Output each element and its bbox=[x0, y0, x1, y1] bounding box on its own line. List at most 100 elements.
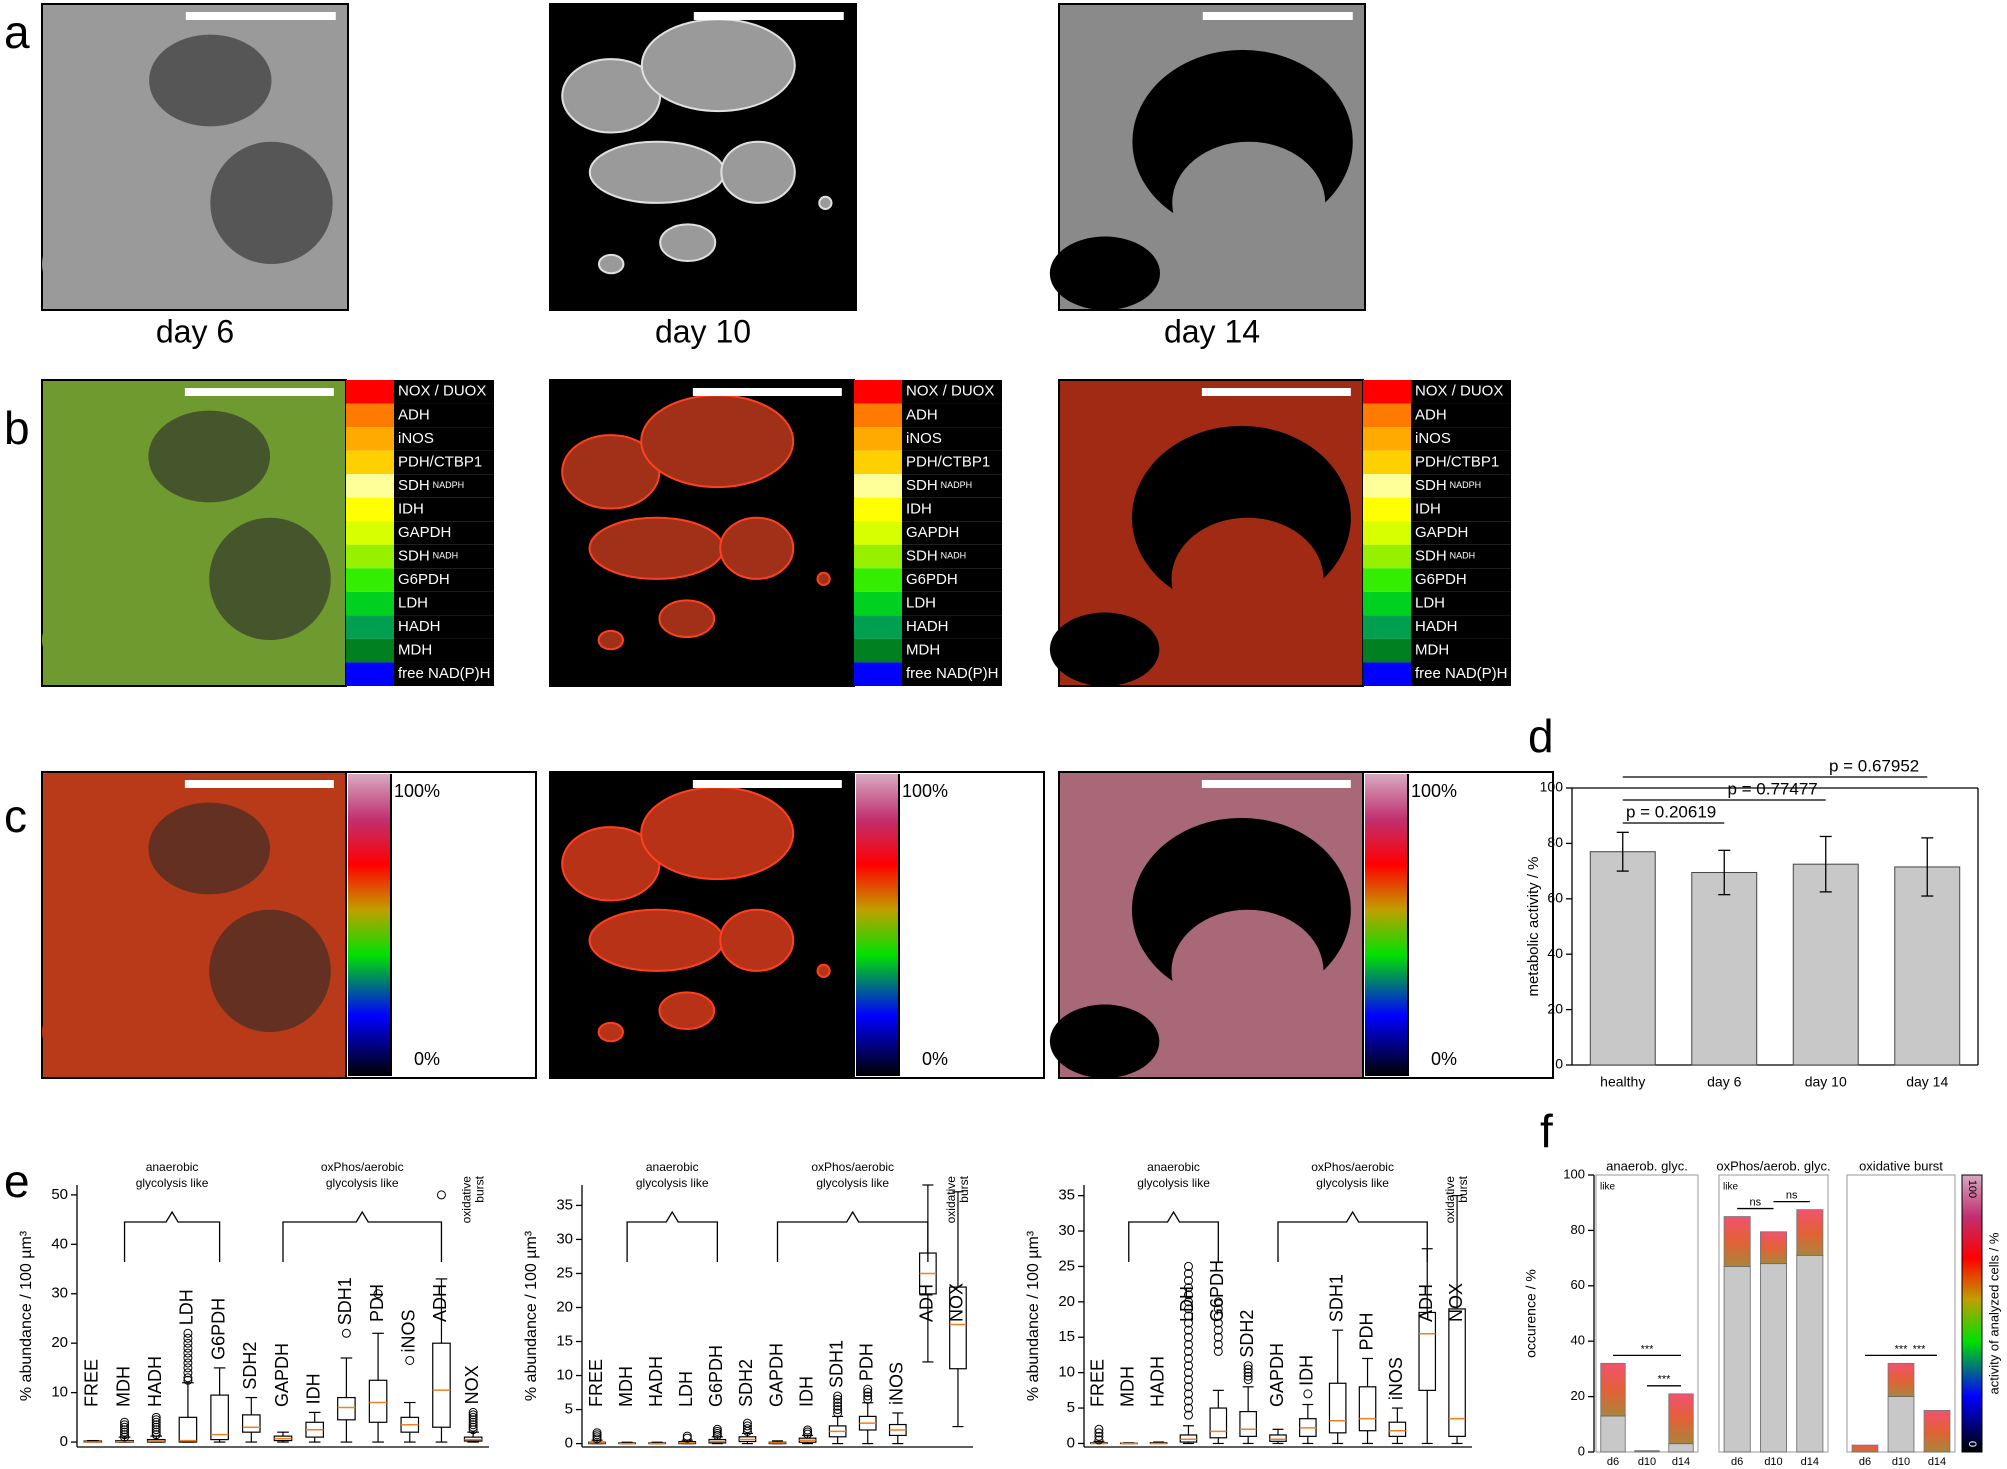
x-tick-label: d14 bbox=[1928, 1456, 1946, 1468]
group-bracket bbox=[282, 1210, 443, 1262]
y-tick-label: 20 bbox=[51, 1334, 68, 1351]
bar-segment bbox=[1760, 1263, 1787, 1453]
colorbar bbox=[1961, 1174, 1983, 1453]
outlier bbox=[863, 1394, 873, 1404]
category-label: NOX bbox=[947, 1283, 967, 1322]
outlier bbox=[1094, 1431, 1104, 1441]
legend-bg bbox=[1411, 638, 1511, 663]
legend-swatch bbox=[1363, 450, 1411, 475]
y-tick-label: 80 bbox=[1571, 1222, 1585, 1237]
outlier bbox=[712, 1424, 722, 1434]
outlier bbox=[1183, 1339, 1193, 1349]
legend-bg bbox=[394, 568, 494, 592]
tissue-region bbox=[1171, 909, 1324, 1033]
legend-label: GAPDH bbox=[1415, 524, 1468, 541]
panel-label: f bbox=[1540, 1105, 1553, 1157]
tissue-region bbox=[48, 784, 158, 883]
y-axis-label: occurence / % bbox=[1523, 1269, 1539, 1358]
outlier bbox=[803, 1427, 813, 1437]
legend-label: iNOS bbox=[398, 430, 434, 447]
x-tick-label: d10 bbox=[1892, 1456, 1910, 1468]
outlier bbox=[183, 1368, 193, 1378]
outlier bbox=[1183, 1361, 1193, 1371]
outlier bbox=[1183, 1375, 1193, 1385]
legend-label: LDH bbox=[1415, 595, 1445, 612]
tissue-region bbox=[148, 410, 270, 503]
category-label: FREE bbox=[82, 1359, 102, 1407]
tissue-region bbox=[588, 516, 725, 580]
outlier bbox=[1183, 1276, 1193, 1286]
tissue-region bbox=[42, 603, 134, 677]
legend-swatch bbox=[854, 662, 902, 686]
y-axis-label: % abundance / 100 µm³ bbox=[18, 1230, 35, 1401]
group-bracket bbox=[626, 1210, 718, 1262]
outlier bbox=[1183, 1346, 1193, 1356]
y-tick-label: 10 bbox=[556, 1367, 573, 1384]
tissue-region bbox=[42, 995, 134, 1069]
outlier bbox=[151, 1422, 161, 1432]
box bbox=[1358, 1386, 1377, 1432]
panel-label: a bbox=[4, 6, 30, 58]
x-tick-label: d10 bbox=[1638, 1456, 1656, 1468]
category-label: HADH bbox=[1147, 1356, 1167, 1407]
group-label: glycolysis like bbox=[136, 1176, 209, 1190]
box bbox=[949, 1286, 967, 1370]
legend-bg bbox=[902, 591, 1002, 616]
group-bracket bbox=[1128, 1210, 1219, 1262]
legend-label: GAPDH bbox=[906, 524, 959, 541]
outlier bbox=[1243, 1368, 1253, 1378]
legend-bg bbox=[394, 615, 494, 639]
tissue-region bbox=[588, 140, 726, 204]
outlier bbox=[1183, 1403, 1193, 1413]
category-label: SDH2 bbox=[1237, 1310, 1257, 1358]
outlier bbox=[468, 1425, 478, 1435]
y-tick-label: 15 bbox=[556, 1332, 573, 1349]
box bbox=[1418, 1311, 1437, 1391]
outlier bbox=[863, 1384, 873, 1394]
legend-bg bbox=[394, 521, 494, 545]
tissue-region bbox=[72, 132, 195, 243]
outlier bbox=[183, 1338, 193, 1348]
group-bracket bbox=[123, 1210, 221, 1262]
legend-label: SDH NADH bbox=[906, 548, 966, 565]
category-label: iNOS bbox=[1386, 1357, 1406, 1400]
outlier bbox=[183, 1358, 193, 1368]
legend-swatch bbox=[346, 568, 394, 592]
box bbox=[1269, 1434, 1287, 1442]
outlier bbox=[183, 1333, 193, 1343]
legend-bg bbox=[902, 568, 1002, 592]
colorbar-tick-label: 0 bbox=[1966, 1441, 1978, 1447]
tissue-region bbox=[1049, 612, 1160, 687]
box bbox=[178, 1416, 198, 1443]
y-tick-label: 30 bbox=[556, 1230, 573, 1247]
group-bracket bbox=[1277, 1210, 1428, 1262]
colorbar-label: 100% bbox=[902, 781, 948, 801]
colorbar-label: 0% bbox=[414, 1049, 440, 1069]
x-tick-label: healthy bbox=[1600, 1074, 1645, 1090]
outlier bbox=[1213, 1339, 1223, 1349]
bar-segment bbox=[1887, 1396, 1915, 1453]
legend-bg bbox=[1411, 474, 1511, 498]
outlier bbox=[1243, 1371, 1253, 1381]
group-note: like bbox=[1600, 1182, 1615, 1193]
category-label: SDH2 bbox=[240, 1342, 260, 1390]
tissue-region bbox=[209, 517, 331, 641]
y-tick-label: 40 bbox=[51, 1235, 68, 1252]
legend-bg bbox=[902, 403, 1002, 428]
legend-label: MDH bbox=[906, 642, 940, 659]
legend-bg bbox=[1411, 403, 1511, 428]
bar-segment bbox=[1923, 1410, 1951, 1453]
y-tick-label: 35 bbox=[1058, 1187, 1075, 1204]
outlier bbox=[863, 1388, 873, 1398]
legend-swatch bbox=[854, 638, 902, 663]
outlier bbox=[833, 1394, 843, 1404]
group-label: glycolysis like bbox=[1316, 1176, 1389, 1190]
group-label: oxidative bbox=[459, 1176, 473, 1224]
box bbox=[210, 1394, 229, 1441]
legend-swatch bbox=[346, 427, 394, 451]
outlier bbox=[1183, 1410, 1193, 1420]
category-label: SDH1 bbox=[1326, 1274, 1346, 1322]
y-tick-label: 20 bbox=[1571, 1388, 1585, 1403]
group-note: like bbox=[1723, 1182, 1738, 1193]
